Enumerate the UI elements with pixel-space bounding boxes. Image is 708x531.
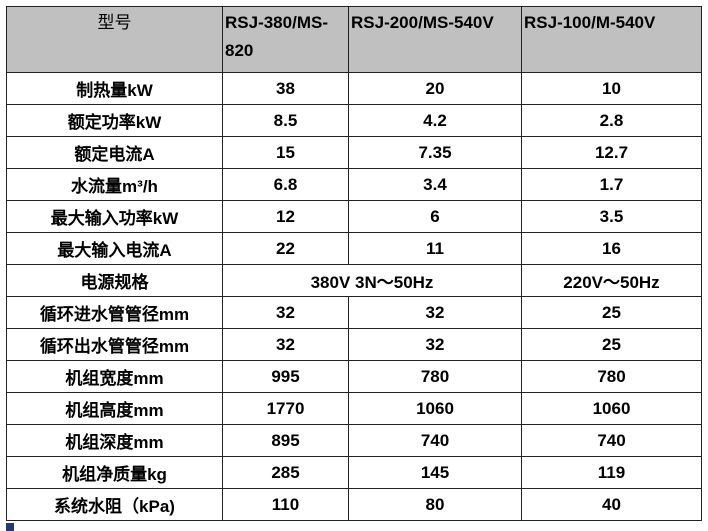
table-cell: 12.7 [521, 136, 702, 169]
table-cell: 3.4 [348, 168, 522, 201]
header-cell: RSJ-200/MS-540V [348, 6, 522, 73]
table-cell: 780 [348, 360, 522, 393]
corner-marker [6, 523, 14, 531]
table-row: 机组净质量kg 285 145 119 [6, 456, 702, 489]
table-cell: 额定功率kW [6, 104, 223, 137]
table-cell: 119 [521, 456, 702, 489]
table-cell: 22 [222, 232, 349, 265]
table-cell: 机组净质量kg [6, 456, 223, 489]
table-cell: 循环出水管管径mm [6, 328, 223, 361]
table-cell: 380V 3N～50Hz [222, 264, 522, 297]
table-row: 系统水阻（kPa) 110 80 40 [6, 488, 702, 521]
table-cell: 1060 [521, 392, 702, 425]
table-row: 循环进水管管径mm 32 32 25 [6, 296, 702, 329]
table-cell: 电源规格 [6, 264, 223, 297]
table-cell: 16 [521, 232, 702, 265]
table-cell: 机组宽度mm [6, 360, 223, 393]
table-cell: 4.2 [348, 104, 522, 137]
header-row: 型号 RSJ-380/MS-820 RSJ-200/MS-540V RSJ-100/M… [6, 6, 702, 73]
table-cell: 110 [222, 488, 349, 521]
table-cell: 995 [222, 360, 349, 393]
table-cell: 38 [222, 72, 349, 105]
table-body: 制热量kW 38 20 10 额定功率kW 8.5 4.2 2.8 额定电流A 15 7.35 12.… [6, 72, 702, 521]
table-cell: 25 [521, 296, 702, 329]
table-row: 制热量kW 38 20 10 [6, 72, 702, 105]
table-cell: 12 [222, 200, 349, 233]
table-cell: 20 [348, 72, 522, 105]
table-cell: 循环进水管管径mm [6, 296, 223, 329]
table-cell: 40 [521, 488, 702, 521]
table-row: 电源规格 380V 3N～50Hz 220V～50Hz [6, 264, 702, 297]
table-cell: 32 [348, 328, 522, 361]
table-cell: 285 [222, 456, 349, 489]
table-cell: 最大输入电流A [6, 232, 223, 265]
table-cell: 1060 [348, 392, 522, 425]
table-cell: 水流量m³/h [6, 168, 223, 201]
table-cell: 系统水阻（kPa) [6, 488, 223, 521]
table-row: 机组高度mm 1770 1060 1060 [6, 392, 702, 425]
table-cell: 机组深度mm [6, 424, 223, 457]
spec-table: 型号 RSJ-380/MS-820 RSJ-200/MS-540V RSJ-100/M… [6, 6, 702, 521]
table-cell: 最大输入功率kW [6, 200, 223, 233]
table-cell: 7.35 [348, 136, 522, 169]
table-cell: 10 [521, 72, 702, 105]
table-cell: 740 [348, 424, 522, 457]
header-cell: RSJ-100/M-540V [521, 6, 702, 73]
table-cell: 220V～50Hz [521, 264, 702, 297]
table-cell: 2.8 [521, 104, 702, 137]
header-cell: RSJ-380/MS-820 [222, 6, 349, 73]
table-row: 循环出水管管径mm 32 32 25 [6, 328, 702, 361]
table-row: 额定功率kW 8.5 4.2 2.8 [6, 104, 702, 137]
table-row: 最大输入功率kW 12 6 3.5 [6, 200, 702, 233]
table-row: 机组宽度mm 995 780 780 [6, 360, 702, 393]
table-cell: 32 [222, 328, 349, 361]
table-row: 最大输入电流A 22 11 16 [6, 232, 702, 265]
header-cell: 型号 [6, 6, 223, 73]
table-cell: 895 [222, 424, 349, 457]
table-cell: 80 [348, 488, 522, 521]
table-head: 型号 RSJ-380/MS-820 RSJ-200/MS-540V RSJ-100/M… [6, 6, 702, 73]
table-row: 额定电流A 15 7.35 12.7 [6, 136, 702, 169]
table-cell: 6 [348, 200, 522, 233]
table-cell: 8.5 [222, 104, 349, 137]
table-cell: 11 [348, 232, 522, 265]
table-cell: 25 [521, 328, 702, 361]
table-cell: 740 [521, 424, 702, 457]
table-cell: 机组高度mm [6, 392, 223, 425]
table-cell: 3.5 [521, 200, 702, 233]
table-cell: 32 [222, 296, 349, 329]
table-row: 机组深度mm 895 740 740 [6, 424, 702, 457]
table-cell: 制热量kW [6, 72, 223, 105]
table-cell: 6.8 [222, 168, 349, 201]
table-cell: 145 [348, 456, 522, 489]
table-cell: 780 [521, 360, 702, 393]
table-cell: 1770 [222, 392, 349, 425]
table-row: 水流量m³/h 6.8 3.4 1.7 [6, 168, 702, 201]
table-cell: 32 [348, 296, 522, 329]
table-cell: 额定电流A [6, 136, 223, 169]
table-cell: 1.7 [521, 168, 702, 201]
table-cell: 15 [222, 136, 349, 169]
